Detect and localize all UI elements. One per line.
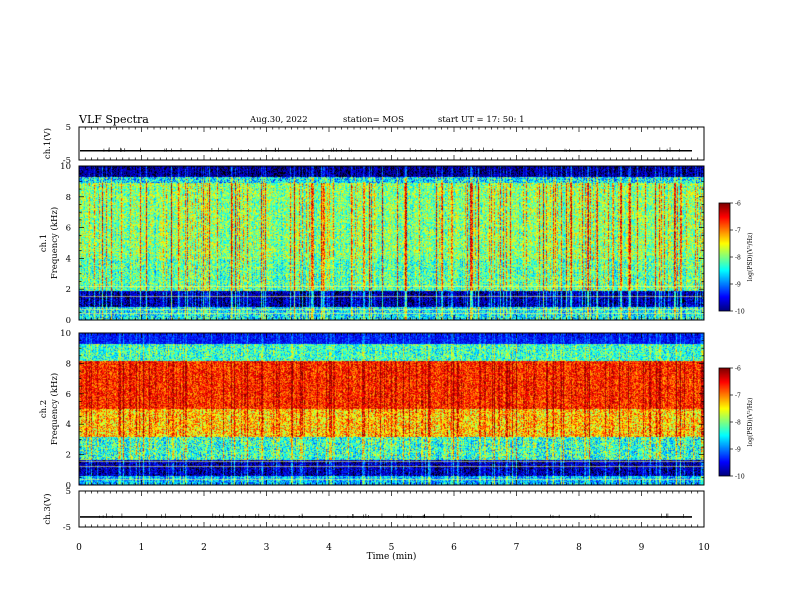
ch2-colorbar-tick-label: -6 bbox=[735, 366, 741, 373]
ch1-ytick-label: 10 bbox=[60, 162, 71, 172]
ch2-channel-label: ch.2 bbox=[39, 400, 49, 418]
ch1-channel-label: ch.1 bbox=[39, 234, 49, 252]
panel-frame-2 bbox=[78, 165, 705, 321]
ch2-colorbar-tick-label: -10 bbox=[735, 474, 745, 481]
start-time-label: start UT = 17: 50: 1 bbox=[438, 115, 525, 125]
ch1-colorbar-label: log(PSD)(V²/Hz) bbox=[747, 233, 754, 282]
ch2-ytick-label: 8 bbox=[66, 359, 71, 369]
ch1-ytick-label: 2 bbox=[66, 285, 71, 295]
ch2-colorbar-tick-label: -9 bbox=[735, 447, 741, 454]
xtick-label: 5 bbox=[389, 543, 395, 553]
ch2-colorbar-tick-label: -8 bbox=[735, 420, 741, 427]
ch1-ytick-label: 6 bbox=[66, 224, 71, 234]
xtick-label: 4 bbox=[326, 543, 332, 553]
figure-title: VLF Spectra bbox=[79, 113, 149, 126]
panel-frame-4 bbox=[78, 490, 705, 528]
ch2-spectrogram-image bbox=[79, 333, 704, 485]
station-label: station= MOS bbox=[343, 115, 404, 125]
ch2-ytick-label: 4 bbox=[66, 420, 71, 430]
ch1-ytick-label: 4 bbox=[66, 254, 71, 264]
ch2-ytick-label: 10 bbox=[60, 329, 71, 339]
ch1-colorbar-frame bbox=[718, 202, 731, 312]
ch1-colorbar-tick-label: -6 bbox=[735, 201, 741, 208]
panel-frame-3 bbox=[78, 332, 705, 486]
ch3-ytick-label: 5 bbox=[66, 487, 71, 497]
ch1-ylabel: Frequency (kHz) bbox=[49, 207, 60, 279]
xtick-label: 0 bbox=[76, 543, 82, 553]
ch1-ytick-label: -5 bbox=[63, 156, 71, 166]
ch1-ytick-label: 0 bbox=[66, 316, 71, 326]
ch3-ylabel: ch.3(V) bbox=[42, 493, 53, 524]
xtick-label: 6 bbox=[451, 543, 457, 553]
xtick-label: 7 bbox=[514, 543, 520, 553]
xtick-label: 8 bbox=[576, 543, 582, 553]
ch1-colorbar-tick-label: -9 bbox=[735, 282, 741, 289]
ch1-ytick-label: 5 bbox=[66, 123, 71, 133]
ch2-colorbar-tick-label: -7 bbox=[735, 393, 741, 400]
ch1-colorbar-tick-label: -10 bbox=[735, 309, 745, 316]
ch1-colorbar bbox=[719, 203, 730, 311]
ch1-colorbar-tick-label: -7 bbox=[735, 228, 741, 235]
ch2-ytick-label: 2 bbox=[66, 451, 71, 461]
xtick-label: 3 bbox=[264, 543, 270, 553]
ch2-colorbar bbox=[719, 368, 730, 476]
xtick-label: 9 bbox=[639, 543, 645, 553]
x-axis-label: Time (min) bbox=[367, 551, 417, 562]
ch2-ytick-label: 6 bbox=[66, 390, 71, 400]
ch2-colorbar-label: log(PSD)(V²/Hz) bbox=[747, 398, 754, 447]
ch1-ylabel: ch.1(V) bbox=[42, 128, 53, 159]
xtick-label: 1 bbox=[139, 543, 145, 553]
ch1-spectrogram-image bbox=[79, 166, 704, 320]
date-label: Aug.30, 2022 bbox=[250, 115, 308, 125]
ch2-colorbar-frame bbox=[718, 367, 731, 477]
ch2-ylabel: Frequency (kHz) bbox=[49, 373, 60, 445]
ch1-colorbar-tick-label: -8 bbox=[735, 255, 741, 262]
ch2-ytick-label: 0 bbox=[66, 481, 71, 491]
xtick-label: 10 bbox=[698, 543, 710, 553]
ch1-ytick-label: 8 bbox=[66, 193, 71, 203]
ch3-ytick-label: -5 bbox=[63, 523, 71, 533]
xtick-label: 2 bbox=[201, 543, 207, 553]
